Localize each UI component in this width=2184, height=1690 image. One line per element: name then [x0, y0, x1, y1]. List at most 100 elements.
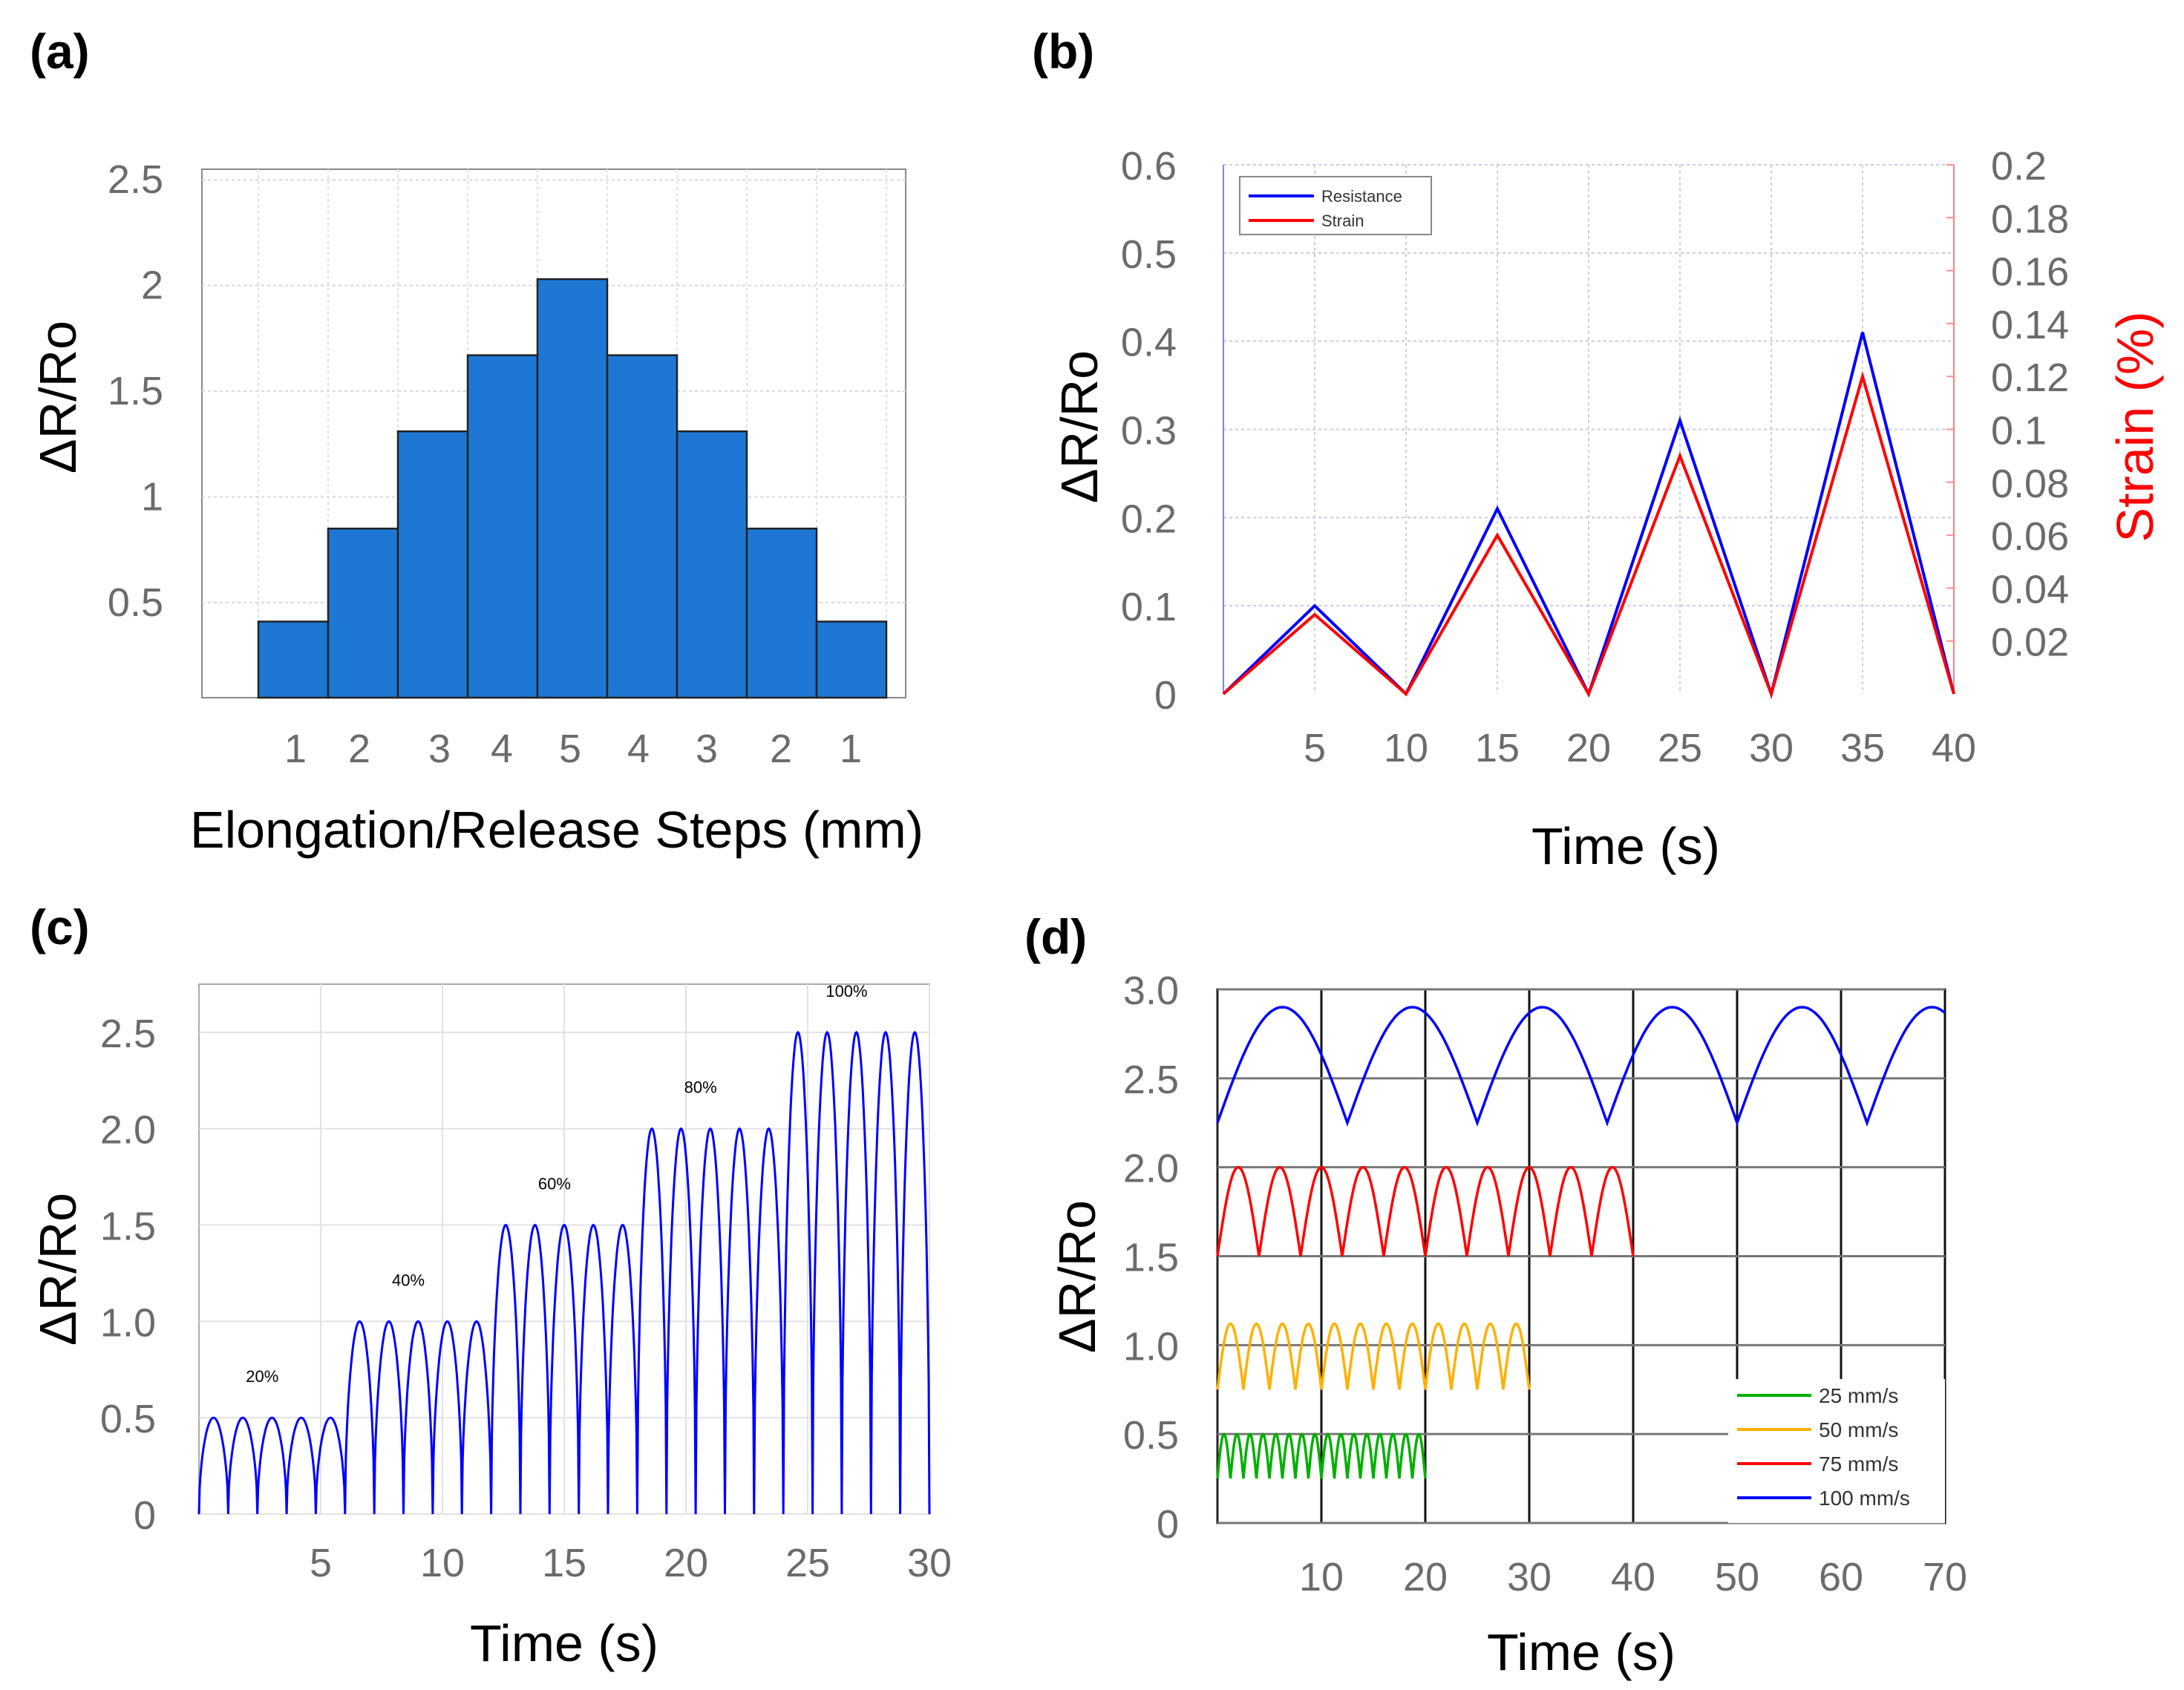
panel-d-line-chart: 10 20 30 40 50 60 70 0 0.5 1.0 1.5 2.0 2.5 3.0 25 mm/s… [1048, 969, 1967, 1681]
y-tick-label-c: 1.5 [100, 1205, 156, 1249]
series-line [1216, 1432, 1427, 1479]
y-tick-label-b: 0.2 [1121, 497, 1177, 541]
y-tick-label-a: 0.5 [108, 580, 163, 625]
panel-label-d: (d) [1024, 909, 1087, 964]
bar [676, 430, 748, 699]
bar [327, 527, 399, 699]
x-tick-label-a: 4 [627, 727, 650, 771]
y-tick-label-b: 0.3 [1121, 409, 1177, 453]
y-tick-label-b: 0.4 [1121, 321, 1177, 365]
x-tick-label-b: 35 [1840, 726, 1885, 770]
x-tick-label-a: 2 [348, 727, 370, 771]
y-tick-label-a: 2 [141, 263, 163, 308]
panel-b-line-chart: 5 10 15 20 25 30 35 40 0 0.1 0.2 0.3 0.4 0.5 0.6 0.02 0.… [1050, 144, 2164, 875]
y-tick-label-b: 0 [1154, 673, 1177, 718]
series-strain-line [1222, 370, 1955, 699]
x-axis-title-d: Time (s) [1487, 1623, 1675, 1681]
series-signal-line [197, 1030, 931, 1515]
y-tick-label-right-b: 0.06 [1991, 514, 2069, 559]
y-tick-label-d: 0 [1157, 1502, 1179, 1547]
y-tick-label-d: 0.5 [1123, 1413, 1179, 1458]
y-tick-label-d: 1.5 [1123, 1236, 1179, 1280]
y-tick-label-right-b: 0.18 [1991, 197, 2069, 241]
y-tick-label-right-b: 0.12 [1991, 356, 2069, 400]
y-axis-title-a: ΔR/Ro [29, 321, 87, 474]
x-axis-title-a: Elongation/Release Steps (mm) [190, 801, 923, 859]
annotation-strain-level: 20% [246, 1367, 278, 1386]
y-tick-label-d: 3.0 [1123, 969, 1179, 1013]
y-tick-label-c: 1.0 [100, 1300, 156, 1345]
annotation-strain-level: 40% [392, 1271, 425, 1289]
y-tick-label-c: 0 [134, 1493, 156, 1538]
annotation-strain-level: 100% [825, 982, 867, 1000]
x-tick-label-c: 5 [310, 1541, 332, 1585]
y-tick-label-right-b: 0.1 [1991, 409, 2047, 453]
x-tick-label-d: 40 [1611, 1555, 1655, 1599]
bar [745, 527, 818, 699]
x-tick-label-c: 30 [907, 1541, 952, 1585]
y-axis-title-d: ΔR/Ro [1048, 1200, 1106, 1353]
y-tick-label-b: 0.1 [1121, 585, 1177, 629]
bar [396, 430, 469, 699]
y-tick-label-right-b: 0.2 [1991, 144, 2047, 189]
legend-label-d: 50 mm/s [1819, 1418, 1898, 1441]
x-tick-label-b: 25 [1658, 726, 1702, 770]
x-tick-label-c: 20 [664, 1541, 708, 1585]
y-tick-label-a: 2.5 [108, 157, 163, 202]
y-tick-label-right-b: 0.04 [1991, 567, 2069, 612]
x-tick-label-c: 15 [542, 1541, 586, 1585]
panel-label-c: (c) [30, 900, 90, 954]
x-tick-label-b: 10 [1384, 726, 1428, 770]
y-tick-label-d: 2.0 [1123, 1147, 1179, 1191]
x-tick-label-b: 30 [1749, 726, 1794, 770]
y-tick-label-c: 2.0 [100, 1108, 156, 1153]
x-tick-label-d: 20 [1403, 1555, 1448, 1599]
x-tick-label-c: 10 [420, 1541, 465, 1585]
y-tick-label-c: 0.5 [100, 1397, 156, 1441]
y-tick-label-c: 2.5 [100, 1012, 156, 1056]
x-tick-label-a: 3 [428, 727, 451, 771]
x-tick-label-a: 1 [284, 727, 307, 771]
y-tick-label-d: 1.0 [1123, 1324, 1179, 1369]
x-tick-label-d: 60 [1819, 1555, 1863, 1599]
y-tick-label-right-b: 0.16 [1991, 250, 2069, 295]
legend-label-d: 25 mm/s [1819, 1384, 1898, 1407]
x-tick-label-b: 5 [1304, 726, 1326, 770]
panel-label-b: (b) [1032, 24, 1094, 79]
x-tick-label-a: 4 [491, 727, 513, 771]
y-axis-title-b: ΔR/Ro [1050, 350, 1108, 503]
x-tick-label-c: 25 [785, 1541, 830, 1585]
bar [536, 278, 609, 699]
series-line [1216, 1165, 1635, 1257]
y-tick-label-right-b: 0.02 [1991, 620, 2069, 665]
y-axis-title-c: ΔR/Ro [29, 1193, 87, 1346]
legend-label-d: 75 mm/s [1819, 1452, 1898, 1476]
y-tick-label-a: 1 [141, 474, 163, 519]
bar [466, 354, 539, 699]
x-tick-label-d: 10 [1299, 1555, 1344, 1599]
x-tick-label-a: 2 [770, 727, 792, 771]
x-axis-title-c: Time (s) [470, 1614, 658, 1672]
x-tick-label-b: 15 [1475, 726, 1520, 770]
x-tick-label-a: 5 [559, 727, 581, 771]
y-tick-label-a: 1.5 [108, 369, 163, 413]
x-tick-label-d: 30 [1507, 1555, 1552, 1599]
series-line [1216, 1322, 1531, 1390]
legend-label-b: Strain [1321, 212, 1364, 230]
annotation-strain-level: 60% [538, 1175, 571, 1193]
y-tick-label-b: 0.5 [1121, 232, 1177, 277]
y-tick-label-right-b: 0.08 [1991, 462, 2069, 506]
y-axis-title-right-b: Strain (%) [2106, 311, 2164, 542]
series-line [1216, 1006, 1946, 1127]
y-tick-label-right-b: 0.14 [1991, 303, 2069, 347]
x-tick-label-b: 40 [1932, 726, 1976, 770]
legend-label-d: 100 mm/s [1819, 1487, 1910, 1510]
x-tick-label-a: 3 [696, 727, 718, 771]
y-tick-label-b: 0.6 [1121, 144, 1177, 189]
legend-box-b [1239, 176, 1432, 235]
y-tick-label-d: 2.5 [1123, 1058, 1179, 1102]
x-tick-label-d: 70 [1923, 1555, 1967, 1599]
panel-label-a: (a) [30, 24, 90, 79]
